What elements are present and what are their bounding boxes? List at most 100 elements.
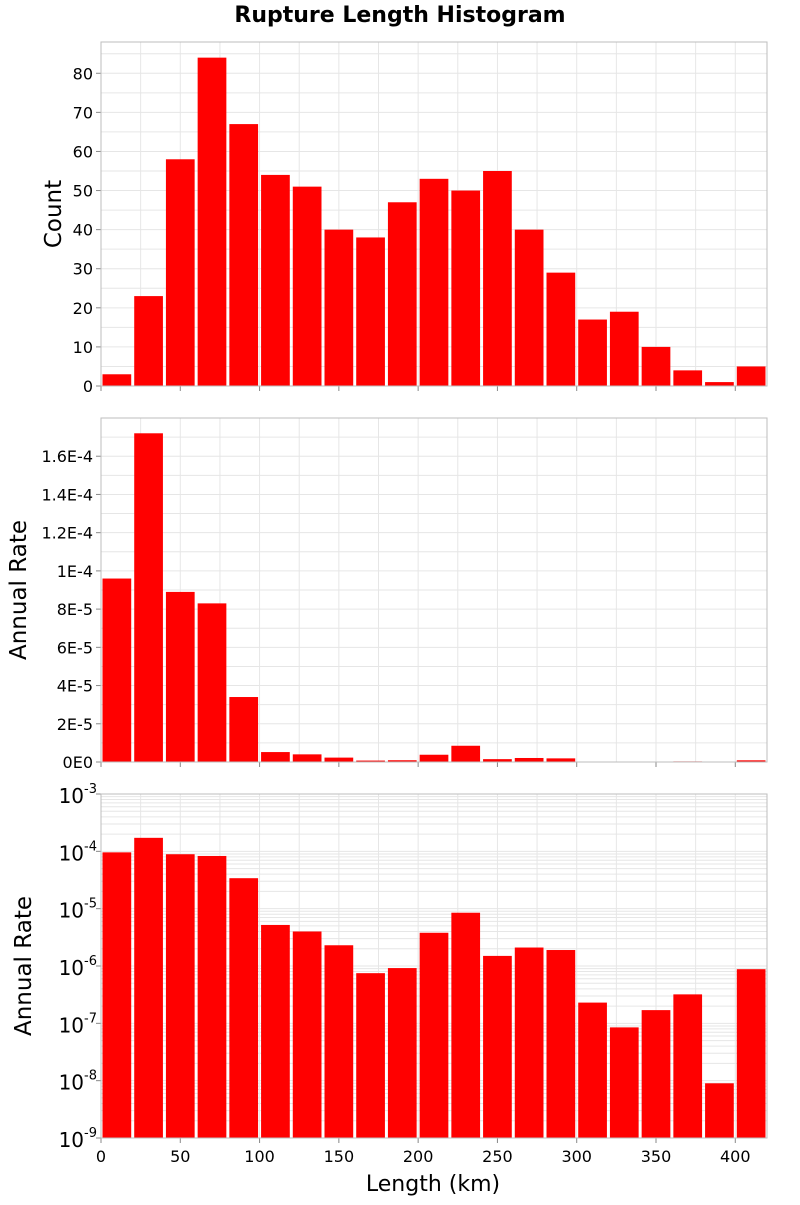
- rate-linear-y-tick-label: 0E0: [63, 753, 93, 772]
- rate-linear-panel: 0E0 2E-5 4E-5 6E-5 8E-5 1E-4 1.2E-4 1.4E-4 1.6E-…: [6, 418, 767, 772]
- rate-log-bar: [229, 878, 258, 1138]
- rate-log-x-tick-label: 200: [403, 1147, 434, 1166]
- count-bar: [420, 179, 449, 386]
- count-bar: [229, 124, 258, 386]
- count-y-tick-label: 30: [73, 260, 93, 279]
- rate-log-y-tick-label: 10-3: [59, 782, 97, 808]
- count-bar: [325, 230, 354, 386]
- rate-log-y-tick-label: 10-9: [59, 1126, 97, 1152]
- count-x-ticks: [101, 386, 735, 391]
- count-bar: [103, 374, 132, 386]
- count-bar: [737, 366, 766, 386]
- count-bar: [356, 237, 385, 386]
- rate-linear-y-tick-label: 1.2E-4: [41, 524, 93, 543]
- rate-linear-bar: [325, 758, 354, 762]
- rate-log-bar: [737, 969, 766, 1138]
- count-bar: [134, 296, 163, 386]
- count-bar: [547, 273, 576, 386]
- rate-linear-y-tick-label: 1.6E-4: [41, 447, 93, 466]
- count-bar: [578, 320, 607, 386]
- count-bar: [166, 159, 195, 386]
- rate-log-bar: [166, 854, 195, 1138]
- rate-log-x-tick-label: 350: [641, 1147, 672, 1166]
- rate-log-y-axis-label: Annual Rate: [11, 896, 37, 1036]
- rate-log-bar: [610, 1027, 639, 1138]
- x-axis-label: Length (km): [366, 1172, 500, 1197]
- rate-log-bar: [673, 994, 702, 1138]
- rate-linear-bar: [166, 592, 195, 762]
- rate-log-bar: [293, 931, 322, 1138]
- rate-linear-y-tick-label: 4E-5: [57, 677, 93, 696]
- rate-log-x-tick-label: 50: [170, 1147, 190, 1166]
- rate-log-bar: [103, 852, 132, 1138]
- rate-linear-bar: [229, 697, 258, 762]
- rate-log-y-tick-label: 10-7: [59, 1011, 97, 1037]
- count-y-tick-label: 0: [83, 377, 93, 396]
- rate-linear-y-tick-label: 1.4E-4: [41, 485, 93, 504]
- count-bar: [483, 171, 512, 386]
- rate-log-bar: [515, 948, 544, 1138]
- rate-log-x-tick-label: 250: [482, 1147, 513, 1166]
- count-y-axis-label: Count: [41, 180, 67, 248]
- rate-linear-bar: [293, 754, 322, 762]
- rate-log-y-ticks: 10-910-810-710-610-510-410-3: [59, 782, 101, 1152]
- count-bar: [261, 175, 290, 386]
- rate-log-bar: [261, 925, 290, 1138]
- count-bar: [610, 312, 639, 386]
- rate-linear-bar: [451, 746, 480, 762]
- count-y-tick-label: 40: [73, 221, 93, 240]
- rate-linear-y-ticks: 0E0 2E-5 4E-5 6E-5 8E-5 1E-4 1.2E-4 1.4E-4 1.6E-…: [41, 447, 101, 772]
- rate-log-y-tick-label: 10-4: [59, 839, 97, 865]
- rate-linear-bar: [198, 603, 227, 762]
- rate-log-bar: [325, 945, 354, 1138]
- rate-log-bar: [483, 956, 512, 1138]
- rate-log-bar: [705, 1083, 734, 1138]
- count-y-tick-label: 10: [73, 338, 93, 357]
- rate-log-bar: [388, 968, 417, 1138]
- count-bar: [198, 58, 227, 386]
- rate-log-x-tick-label: 0: [96, 1147, 106, 1166]
- rate-log-x-tick-label: 100: [244, 1147, 275, 1166]
- count-y-tick-label: 70: [73, 103, 93, 122]
- count-y-tick-label: 80: [73, 64, 93, 83]
- rate-log-bar: [356, 973, 385, 1138]
- rate-log-bar: [451, 913, 480, 1138]
- rate-log-x-tick-label: 300: [561, 1147, 592, 1166]
- count-bar: [515, 230, 544, 386]
- rate-log-bars: [103, 838, 766, 1138]
- rate-linear-y-tick-label: 8E-5: [57, 600, 93, 619]
- rate-log-bar: [547, 950, 576, 1138]
- count-bar: [642, 347, 671, 386]
- rate-log-bar: [134, 838, 163, 1138]
- rate-linear-bar: [261, 752, 290, 762]
- count-bar: [673, 370, 702, 386]
- count-y-tick-label: 20: [73, 299, 93, 318]
- rate-linear-x-ticks: [101, 762, 735, 767]
- count-bar: [705, 382, 734, 386]
- rate-linear-bar: [134, 433, 163, 762]
- rate-linear-bar: [420, 755, 449, 762]
- rate-linear-bar: [547, 758, 576, 762]
- rate-log-x-tick-label: 400: [720, 1147, 751, 1166]
- count-y-tick-label: 60: [73, 142, 93, 161]
- count-bars: [103, 58, 766, 386]
- rate-linear-y-tick-label: 1E-4: [57, 562, 93, 581]
- rate-log-bar: [198, 856, 227, 1138]
- count-bar: [451, 191, 480, 386]
- rate-log-y-tick-label: 10-5: [59, 897, 97, 923]
- rate-linear-y-axis-label: Annual Rate: [6, 520, 32, 660]
- count-bar: [388, 202, 417, 386]
- rate-linear-bar: [103, 579, 132, 762]
- rate-linear-y-tick-label: 2E-5: [57, 715, 93, 734]
- rate-log-bar: [578, 1003, 607, 1138]
- rate-linear-y-tick-label: 6E-5: [57, 638, 93, 657]
- rate-linear-bars: [103, 433, 766, 762]
- chart-title: Rupture Length Histogram: [234, 3, 565, 28]
- rate-linear-bar: [515, 758, 544, 762]
- rate-log-y-tick-label: 10-8: [59, 1069, 97, 1095]
